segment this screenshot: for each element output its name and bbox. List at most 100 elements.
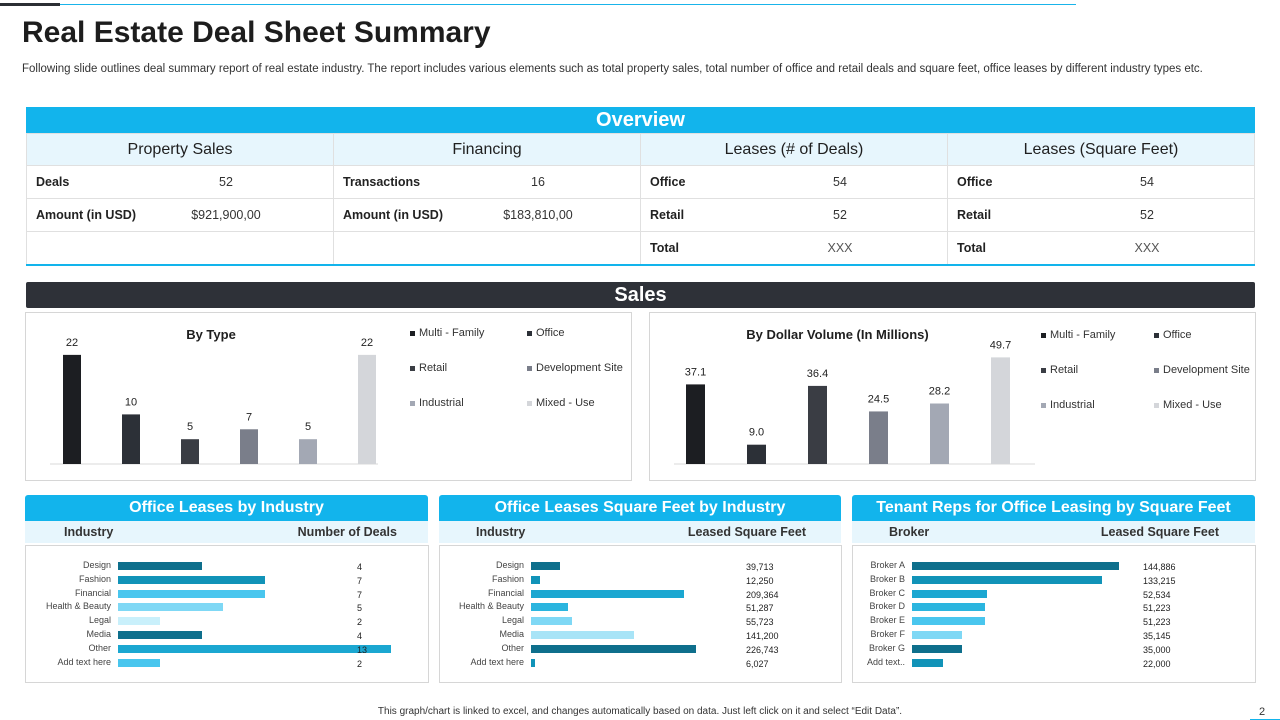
row-value: 2 [357, 658, 363, 669]
overview-heading: Overview [26, 107, 1255, 133]
bar [531, 644, 697, 653]
bar-value-label: 49.7 [990, 339, 1011, 351]
row-label: Other [501, 642, 524, 653]
bar-multi-family [63, 354, 81, 464]
overview-cell: Total XXX [640, 231, 948, 266]
row-label: Financial [74, 587, 111, 598]
chart-office-leases-sqft-panel: Design 39,713 Fashion 12,250 Financial 209,36… [439, 545, 842, 683]
overview-cell: Office 54 [640, 165, 948, 199]
row-label: Broker C [869, 587, 905, 598]
bar [531, 589, 684, 598]
chart-by-dollar-volume: 37.1 9.0 36.4 24.5 28.2 49.7 [674, 339, 1035, 465]
bar-industrial [299, 439, 317, 464]
row-value: 4 [357, 631, 363, 641]
bar-value-label: 36.4 [807, 368, 828, 380]
legend-label: Industrial [1050, 399, 1095, 411]
row-value: 209,364 [746, 589, 779, 600]
row-value: 35,000 [1143, 644, 1171, 655]
row-value: 55,723 [746, 617, 774, 628]
legend-label: Mixed - Use [536, 397, 595, 409]
row-value: 2 [357, 617, 363, 628]
legend-item: Development Site [527, 362, 623, 374]
row-value: 133,215 [1143, 575, 1176, 586]
legend-swatch [410, 365, 415, 371]
legend-label: Development Site [1163, 364, 1250, 376]
bar [912, 562, 1119, 570]
overview-cell-value: $183,810,00 [503, 208, 573, 222]
chart-tenant-reps-panel: Broker A 144,886 Broker B 133,215 Broker C 52… [852, 545, 1256, 683]
card-office-leases-square-feet: Office Leases Square Feet by Industry In… [439, 495, 841, 543]
legend-label: Mixed - Use [1163, 399, 1222, 411]
overview-col-header: Leases (Square Feet) [947, 133, 1255, 166]
legend-swatch [1154, 332, 1159, 338]
bar [912, 617, 986, 626]
bar-value-label: 9.0 [749, 427, 764, 439]
legend-item: Multi - Family [1041, 329, 1115, 341]
legend-item: Multi - Family [410, 327, 484, 339]
legend-item: Office [1154, 329, 1192, 341]
row-label: Broker F [870, 629, 905, 639]
row-value: 5 [357, 603, 363, 614]
bar-value-label: 7 [246, 411, 252, 423]
card-heading: Office Leases by Industry [25, 495, 428, 521]
legend-item: Mixed - Use [527, 397, 595, 409]
card-col-right: Leased Square Feet [1100, 525, 1219, 539]
overview-cell-value: 54 [833, 175, 847, 189]
overview-cell-label: Retail [957, 208, 992, 222]
overview-cell-value: XXX [1134, 241, 1160, 255]
card-col-left: Industry [64, 525, 114, 539]
card-subheader: Broker Leased Square Feet [852, 521, 1255, 543]
overview-col-header: Leases (# of Deals) [640, 133, 948, 166]
overview-cell: Transactions 16 [333, 165, 641, 199]
bar [118, 617, 160, 626]
bar [912, 644, 962, 653]
row-value: 52,534 [1143, 589, 1171, 600]
card-col-left: Broker [889, 525, 930, 539]
row-label: Broker G [868, 642, 905, 653]
legend-item: Office [527, 327, 565, 339]
overview-cell-value: 16 [531, 175, 545, 189]
sales-heading: Sales [26, 282, 1255, 308]
page-title: Real Estate Deal Sheet Summary [22, 16, 491, 49]
overview-cell-value: XXX [827, 241, 853, 255]
overview-cell: Amount (in USD) $921,900,00 [26, 198, 334, 232]
bar-office [747, 444, 766, 464]
overview-cell-label: Amount (in USD) [343, 208, 443, 222]
card-subheader: Industry Number of Deals [25, 521, 428, 543]
page-number: 2 [1259, 706, 1266, 718]
legend-item: Industrial [1041, 399, 1095, 411]
overview-cell-label: Office [650, 175, 686, 189]
legend-swatch [1041, 332, 1046, 338]
row-value: 51,287 [746, 603, 774, 614]
card-subheader: Industry Leased Square Feet [439, 521, 841, 543]
row-value: 141,200 [746, 631, 779, 641]
row-value: 13 [357, 644, 368, 655]
row-label: Financial [487, 587, 524, 598]
bar-value-label: 24.5 [868, 393, 889, 405]
overview-cell: Retail 52 [947, 198, 1255, 232]
row-value: 35,145 [1143, 631, 1171, 641]
legend-label: Industrial [419, 397, 464, 409]
overview-cell: Retail 52 [640, 198, 948, 232]
overview-cell [26, 231, 334, 266]
bar-retail [808, 385, 827, 464]
row-label: Media [499, 629, 524, 639]
legend-label: Office [536, 327, 565, 339]
row-value: 51,223 [1143, 617, 1171, 628]
legend-item: Mixed - Use [1154, 399, 1222, 411]
row-value: 22,000 [1143, 658, 1171, 669]
legend-swatch [1154, 402, 1159, 408]
chart-office-leases-panel: Design 4 Fashion 7 Financial 7 Health & Beauty… [25, 545, 429, 683]
overview-cell: Total XXX [947, 231, 1255, 266]
legend-swatch [1041, 402, 1046, 408]
bar-value-label: 5 [305, 421, 311, 433]
bar-development-site [240, 429, 258, 464]
bar [118, 658, 160, 667]
legend-item: Retail [410, 362, 447, 374]
bar [531, 617, 572, 626]
overview-cell-label: Deals [36, 175, 70, 189]
row-label: Broker B [869, 573, 905, 584]
legend-item: Retail [1041, 364, 1078, 376]
legend-swatch [410, 400, 415, 406]
bar [912, 603, 986, 612]
